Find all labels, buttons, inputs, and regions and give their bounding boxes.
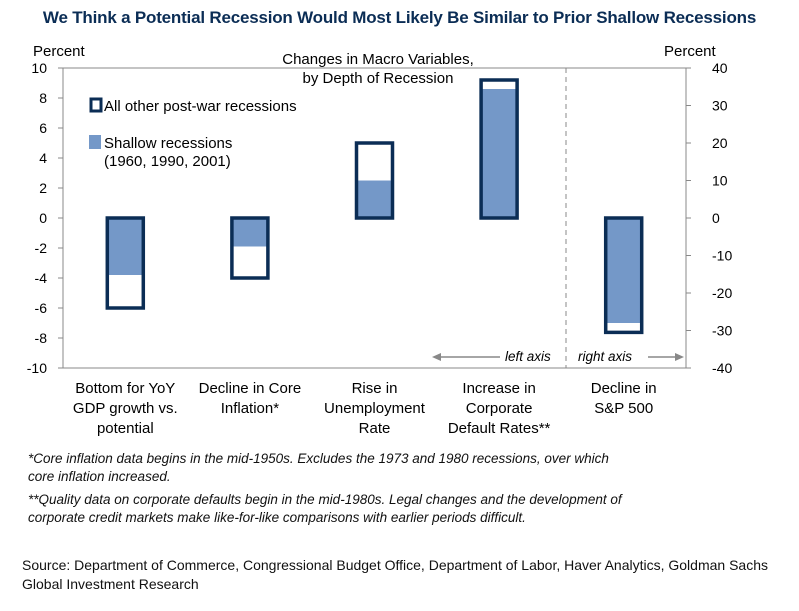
- left-axis-arrowhead: [432, 353, 441, 361]
- footnote-default-line1: **Quality data on corporate defaults beg…: [28, 492, 622, 507]
- legend-label-shallow-years: (1960, 1990, 2001): [104, 153, 231, 170]
- left-tick-label: -2: [35, 240, 48, 256]
- bar-all-other-recessions: [479, 78, 519, 220]
- category-label: Increase in: [462, 380, 535, 397]
- chart-title: We Think a Potential Recession Would Mos…: [42, 8, 757, 27]
- right-tick-label: -30: [712, 323, 732, 339]
- category-label: potential: [97, 420, 154, 437]
- left-tick-label: -4: [35, 270, 48, 286]
- left-axis-title: Percent: [33, 43, 86, 60]
- right-tick-label: 20: [712, 135, 728, 151]
- chart: Percent Percent Changes in Macro Variabl…: [27, 43, 733, 437]
- left-tick-label: 6: [39, 120, 47, 136]
- right-tick-label: 10: [712, 173, 728, 189]
- left-tick-label: 8: [39, 90, 47, 106]
- legend-swatch-all: [89, 97, 103, 113]
- category-label: Inflation*: [221, 400, 280, 417]
- right-tick-label: -40: [712, 360, 732, 376]
- right-axis-arrowhead: [675, 353, 684, 361]
- legend-swatch-shallow: [89, 135, 101, 149]
- category-label: Rise in: [352, 380, 398, 397]
- footnote-core-line1: *Core inflation data begins in the mid-1…: [28, 451, 609, 466]
- left-tick-label: 0: [39, 210, 47, 226]
- left-tick-label: -10: [27, 360, 47, 376]
- source-note: Source: Department of Commerce, Congress…: [22, 557, 768, 592]
- bar-all-other-recessions: [105, 216, 146, 310]
- left-tick-label: 4: [39, 150, 47, 166]
- left-tick-label: -6: [35, 300, 48, 316]
- right-tick-label: 30: [712, 98, 728, 114]
- right-axis-title: Percent: [664, 43, 717, 60]
- right-tick-label: 40: [712, 60, 728, 76]
- bar-shallow-recessions: [605, 218, 642, 323]
- category-label: Unemployment: [324, 400, 426, 417]
- left-tick-label: 10: [31, 60, 47, 76]
- bar-all-other-recessions: [230, 216, 270, 280]
- category-label: Corporate: [466, 400, 533, 417]
- right-tick-label: 0: [712, 210, 720, 226]
- bar-shallow-recessions: [356, 180, 393, 218]
- footnote-default-line2: corporate credit markets make like-for-l…: [28, 510, 526, 525]
- right-tick-label: -10: [712, 248, 732, 264]
- category-label: Bottom for YoY: [75, 380, 175, 397]
- legend-label-all: All other post-war recessions: [104, 98, 297, 115]
- category-label: Default Rates**: [448, 420, 551, 437]
- bar-shallow-recessions: [107, 218, 144, 275]
- left-axis-marker: left axis: [505, 349, 551, 364]
- category-label: S&P 500: [594, 400, 653, 417]
- category-label: Rate: [359, 420, 391, 437]
- category-label: Decline in: [591, 380, 657, 397]
- right-axis-marker: right axis: [578, 349, 632, 364]
- inner-subtitle: by Depth of Recession: [303, 70, 454, 87]
- bar-shallow-recessions: [481, 89, 518, 218]
- right-tick-label: -20: [712, 285, 732, 301]
- bar-all-other-recessions: [354, 141, 395, 220]
- legend-label-shallow: Shallow recessions: [104, 135, 232, 152]
- footnote-core-line2: core inflation increased.: [28, 469, 171, 484]
- inner-title: Changes in Macro Variables,: [282, 51, 473, 68]
- left-tick-label: -8: [35, 330, 48, 346]
- category-label: Decline in Core: [199, 380, 302, 397]
- left-tick-label: 2: [39, 180, 47, 196]
- bar-shallow-recessions: [231, 218, 268, 247]
- bar-all-other-recessions: [603, 216, 644, 335]
- category-label: GDP growth vs.: [73, 400, 178, 417]
